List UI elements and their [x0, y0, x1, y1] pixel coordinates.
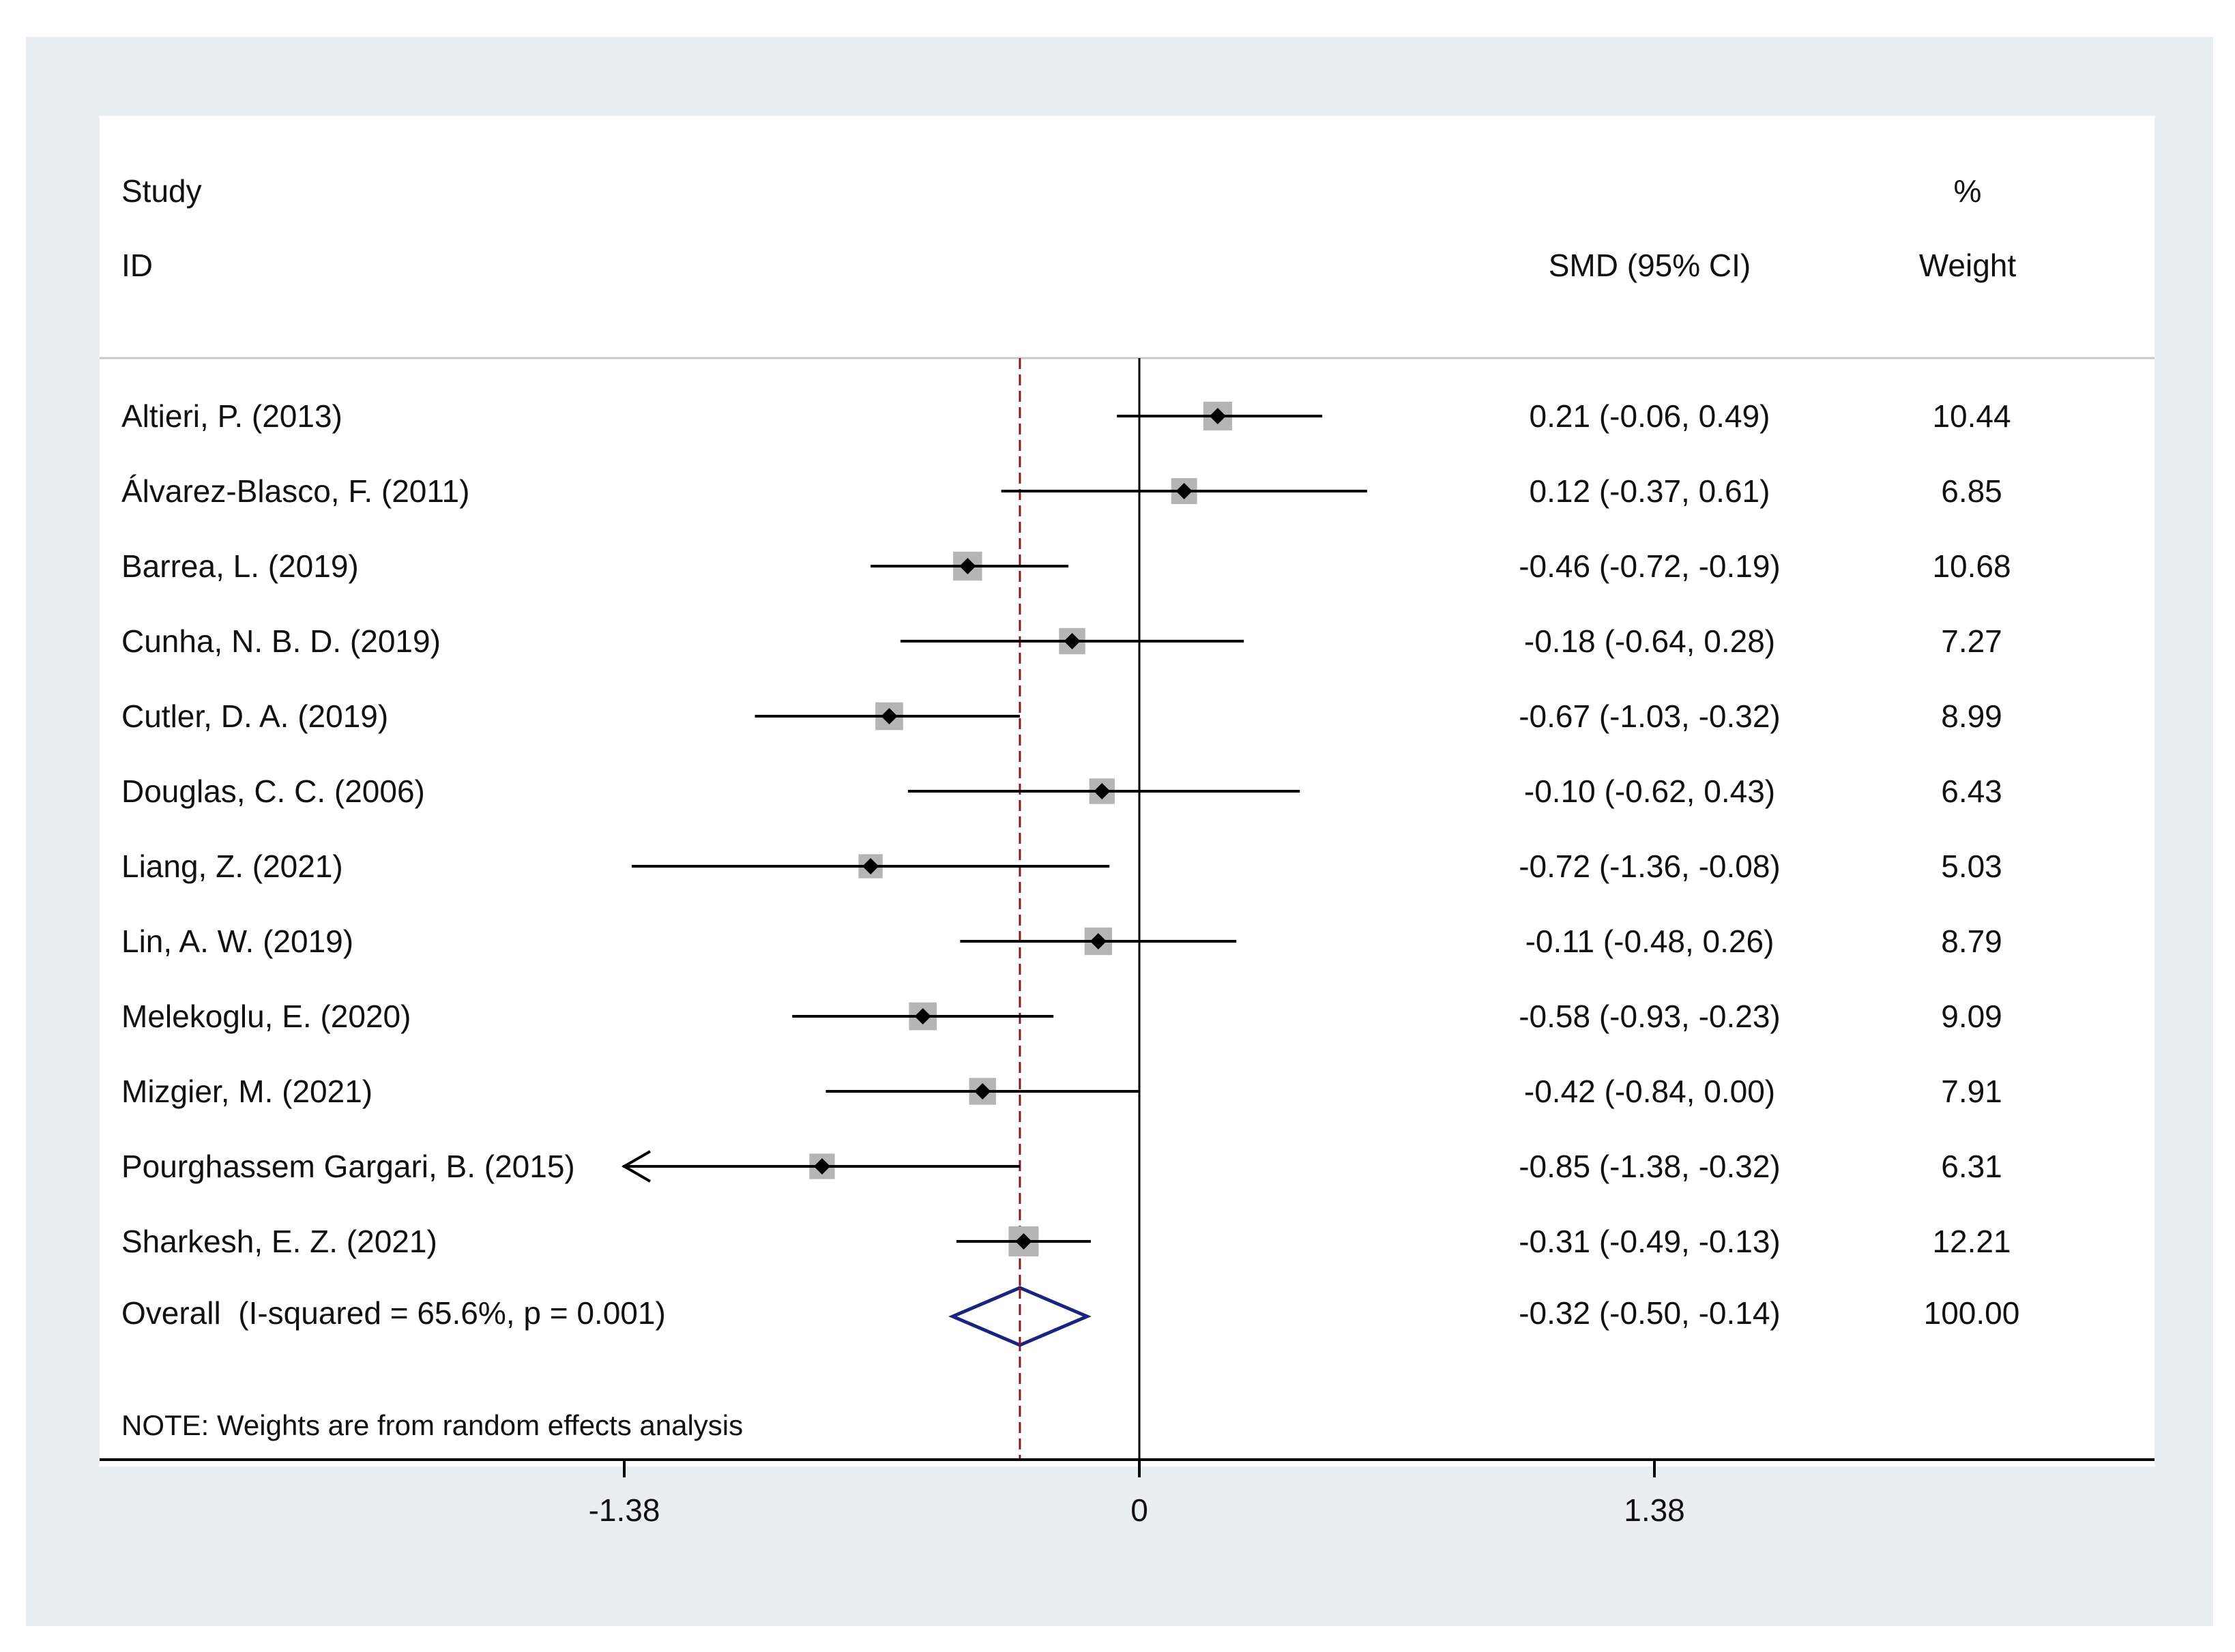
point-estimate — [974, 1083, 991, 1100]
study-label: Lin, A. W. (2019) — [121, 924, 353, 959]
point-estimate — [1064, 633, 1081, 649]
study-ci-text: -0.46 (-0.72, -0.19) — [1519, 548, 1781, 584]
x-tick-label: -1.38 — [589, 1492, 660, 1528]
study-weight-text: 6.85 — [1941, 473, 2002, 509]
study-ci-text: 0.21 (-0.06, 0.49) — [1530, 398, 1770, 434]
study-label: Pourghassem Gargari, B. (2015) — [121, 1149, 575, 1184]
study-ci-text: -0.10 (-0.62, 0.43) — [1524, 773, 1775, 809]
study-weight-text: 8.79 — [1941, 924, 2002, 959]
study-ci-text: -0.11 (-0.48, 0.26) — [1525, 924, 1774, 959]
study-label: Melekoglu, E. (2020) — [121, 999, 411, 1034]
ci-arrow-left — [622, 1150, 652, 1183]
header-smd: SMD (95% CI) — [1549, 248, 1751, 283]
header-study: Study — [121, 173, 202, 209]
point-estimate — [1015, 1233, 1032, 1250]
overall-ci-text: -0.32 (-0.50, -0.14) — [1519, 1295, 1781, 1331]
study-ci-text: -0.58 (-0.93, -0.23) — [1519, 999, 1781, 1034]
plot-area — [622, 358, 1367, 1460]
study-weight-text: 8.99 — [1941, 698, 2002, 734]
study-label: Douglas, C. C. (2006) — [121, 773, 425, 809]
point-estimate — [914, 1008, 931, 1024]
study-weight-text: 6.43 — [1941, 773, 2002, 809]
overall-weight-text: 100.00 — [1924, 1295, 2020, 1331]
point-estimate — [1094, 783, 1111, 799]
point-estimate — [959, 558, 976, 574]
study-label: Cutler, D. A. (2019) — [121, 698, 388, 734]
study-ci-text: -0.72 (-1.36, -0.08) — [1519, 849, 1781, 884]
x-tick-label: 1.38 — [1624, 1492, 1685, 1528]
study-weight-text: 5.03 — [1941, 849, 2002, 884]
study-weight-text: 7.27 — [1941, 623, 2002, 659]
study-label: Álvarez-Blasco, F. (2011) — [121, 473, 469, 509]
study-weight-text: 12.21 — [1932, 1224, 2011, 1259]
header-weight: Weight — [1919, 248, 2017, 283]
study-weight-text: 10.44 — [1932, 398, 2011, 434]
note-text: NOTE: Weights are from random effects an… — [121, 1409, 743, 1441]
study-weight-text: 10.68 — [1932, 548, 2011, 584]
point-estimate — [1175, 483, 1193, 499]
x-tick-label: 0 — [1130, 1492, 1148, 1528]
study-label: Cunha, N. B. D. (2019) — [121, 623, 441, 659]
study-weight-text: 7.91 — [1941, 1074, 2002, 1109]
study-label: Mizgier, M. (2021) — [121, 1074, 372, 1109]
study-rows: Altieri, P. (2013) 0.21 (-0.06, 0.49) 10.4… — [121, 398, 2011, 1259]
header-id: ID — [121, 248, 153, 283]
point-estimate — [813, 1158, 830, 1175]
study-ci-text: -0.85 (-1.38, -0.32) — [1519, 1149, 1781, 1184]
study-ci-text: -0.67 (-1.03, -0.32) — [1519, 698, 1781, 734]
overall-label: Overall (I-squared = 65.6%, p = 0.001) — [121, 1295, 666, 1331]
study-label: Barrea, L. (2019) — [121, 548, 359, 584]
study-ci-text: -0.31 (-0.49, -0.13) — [1519, 1224, 1781, 1259]
point-estimate — [1090, 933, 1107, 949]
study-ci-text: 0.12 (-0.37, 0.61) — [1530, 473, 1770, 509]
point-estimate — [862, 858, 879, 874]
study-label: Liang, Z. (2021) — [121, 849, 343, 884]
x-axis-ticks: -1.38 0 1.38 — [589, 1460, 1685, 1528]
study-label: Sharkesh, E. Z. (2021) — [121, 1224, 437, 1259]
study-ci-text: -0.42 (-0.84, 0.00) — [1524, 1074, 1775, 1109]
header-percent: % — [1954, 173, 1982, 209]
point-estimate — [881, 708, 898, 724]
point-estimate — [1209, 408, 1226, 424]
overall-diamond — [948, 1286, 1092, 1347]
study-label: Altieri, P. (2013) — [121, 398, 342, 434]
study-weight-text: 9.09 — [1941, 999, 2002, 1034]
study-weight-text: 6.31 — [1941, 1149, 2002, 1184]
study-ci-text: -0.18 (-0.64, 0.28) — [1524, 623, 1775, 659]
